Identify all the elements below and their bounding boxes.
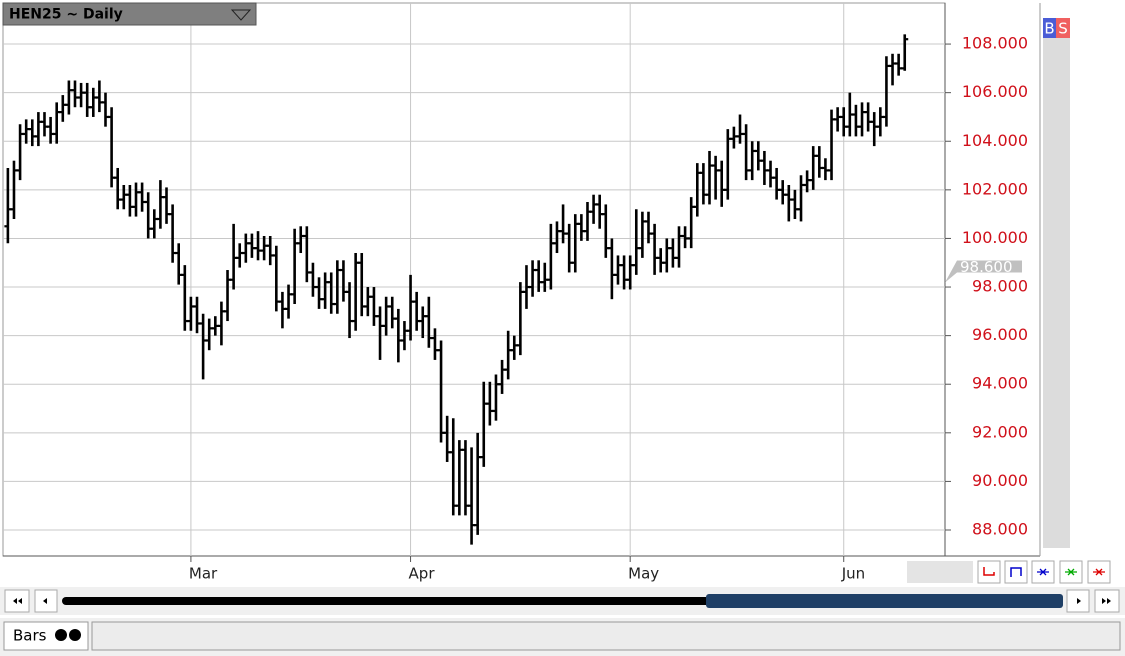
axis-labels: 88.000 90.000 92.000 94.000 96.000 98.000 100.… — [189, 34, 1028, 583]
y-tick-label: 98.000 — [972, 277, 1028, 296]
buy-button[interactable] — [1043, 18, 1056, 38]
x-tick-label: Mar — [189, 565, 218, 583]
price-marker-label: 98.600 — [960, 258, 1013, 276]
toolbar-blank — [907, 561, 973, 583]
chart-title: HEN25 ~ Daily — [9, 7, 123, 23]
tool-button[interactable] — [977, 560, 1001, 584]
sell-button[interactable] — [1056, 18, 1070, 38]
tool-icon — [1093, 568, 1105, 576]
tool-icon — [983, 567, 995, 576]
y-tick-label: 94.000 — [972, 374, 1028, 393]
status-tab[interactable] — [3, 621, 89, 651]
buy-label: B — [1044, 20, 1054, 38]
sell-label: S — [1058, 20, 1068, 38]
y-tick-label: 96.000 — [972, 325, 1028, 344]
grid — [3, 3, 951, 562]
y-tick-label: 104.000 — [962, 131, 1028, 150]
y-tick-label: 100.000 — [962, 228, 1028, 247]
y-tick-label: 102.000 — [962, 179, 1028, 198]
y-tick-label: 88.000 — [972, 520, 1028, 539]
dropdown-arrow[interactable] — [230, 9, 252, 21]
plot-frame — [2, 2, 946, 557]
x-tick-label: Apr — [409, 565, 436, 583]
tab-icon — [55, 629, 67, 641]
scroll-thumb[interactable] — [706, 594, 1063, 608]
side-strip — [1043, 18, 1070, 548]
price-marker — [945, 260, 1022, 283]
toolbar — [977, 560, 1111, 584]
x-tick-label: May — [628, 565, 659, 583]
title-box[interactable] — [2, 2, 257, 26]
tool-button[interactable] — [1004, 560, 1028, 584]
tab-icon — [69, 629, 81, 641]
status-field — [91, 621, 1121, 651]
y-tick-label: 92.000 — [972, 422, 1028, 441]
scroll-first-icon — [13, 598, 22, 604]
tool-icon — [1010, 567, 1022, 577]
scroll-last-icon — [1102, 598, 1111, 604]
tool-icon — [1065, 568, 1077, 576]
y-tick-label: 106.000 — [962, 82, 1028, 101]
tool-icon — [1037, 568, 1049, 576]
scroll-next-icon — [1077, 598, 1081, 604]
scroll-prev-icon — [43, 598, 47, 604]
y-tick-label: 108.000 — [962, 34, 1028, 53]
status-tab-label: Bars — [13, 627, 47, 645]
bars — [4, 34, 909, 545]
x-tick-label: Jun — [841, 565, 865, 583]
y-tick-label: 90.000 — [972, 471, 1028, 490]
